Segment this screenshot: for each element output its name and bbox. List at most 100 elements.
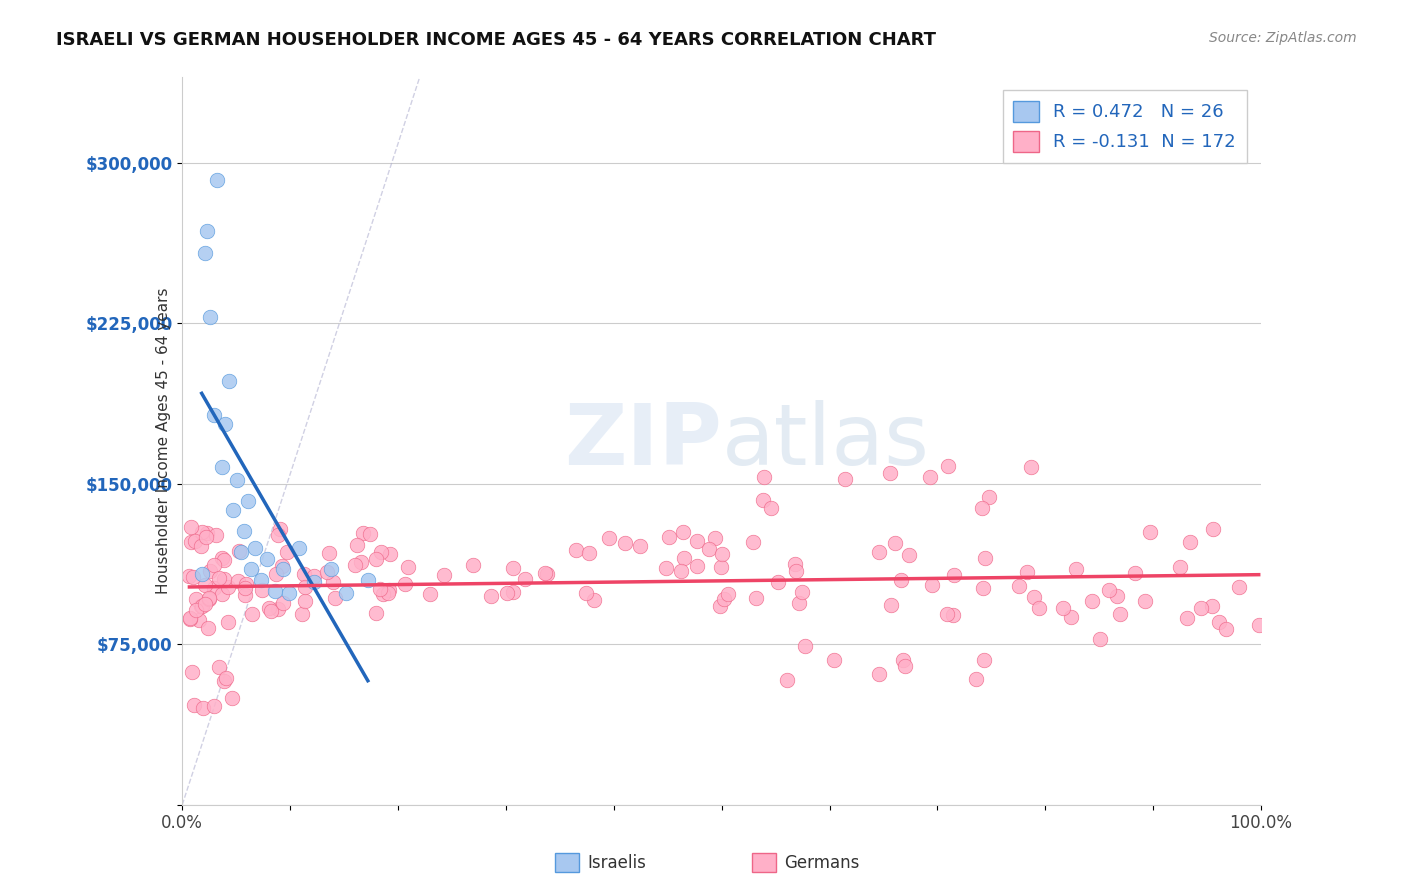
Point (717, 587, 740, 601)
Point (461, 558, 484, 572)
Point (935, 607, 957, 621)
Point (202, 558, 225, 573)
Point (271, 596, 294, 610)
Point (396, 559, 419, 574)
Point (350, 555, 373, 569)
Point (534, 566, 557, 580)
Point (212, 674, 235, 689)
Point (211, 550, 233, 565)
Point (711, 548, 734, 562)
Point (669, 564, 692, 578)
Point (335, 586, 357, 600)
Point (1064, 562, 1087, 576)
Point (243, 541, 266, 555)
Point (302, 575, 325, 590)
Point (278, 586, 301, 600)
Point (233, 588, 256, 602)
Point (1123, 566, 1146, 580)
Point (655, 560, 678, 574)
Point (250, 573, 273, 587)
Point (188, 613, 211, 627)
Point (194, 578, 217, 592)
Point (1215, 622, 1237, 636)
Point (217, 615, 239, 629)
Point (1139, 524, 1161, 539)
Point (942, 568, 965, 582)
Point (697, 542, 720, 557)
Point (205, 173, 228, 187)
Point (575, 585, 598, 599)
Point (766, 574, 789, 589)
Point (366, 607, 388, 621)
Point (179, 611, 201, 625)
Point (288, 541, 311, 555)
Point (1015, 565, 1038, 579)
Point (215, 671, 238, 685)
Point (377, 586, 399, 600)
Point (180, 534, 202, 549)
Point (433, 568, 456, 582)
Point (1081, 594, 1104, 608)
Point (754, 470, 776, 484)
Point (202, 698, 225, 713)
Point (710, 559, 733, 574)
Point (879, 598, 901, 612)
Point (973, 550, 995, 565)
Point (181, 570, 204, 584)
Point (884, 536, 907, 550)
Point (200, 310, 222, 324)
Point (965, 672, 987, 686)
Point (1052, 601, 1074, 615)
Point (236, 494, 259, 508)
Text: ISRAELI VS GERMAN HOUSEHOLDER INCOME AGES 45 - 64 YEARS CORRELATION CHART: ISRAELI VS GERMAN HOUSEHOLDER INCOME AGE… (56, 31, 936, 49)
Point (370, 545, 392, 559)
Point (378, 547, 401, 561)
Point (212, 573, 235, 587)
Point (1090, 632, 1112, 646)
Point (190, 599, 212, 614)
Point (364, 551, 387, 566)
Point (221, 690, 243, 705)
Point (759, 500, 782, 515)
Point (226, 574, 249, 589)
Point (202, 409, 225, 423)
Point (1227, 580, 1250, 594)
Point (276, 545, 298, 559)
Point (217, 580, 239, 594)
Point (1022, 591, 1045, 605)
Point (344, 558, 367, 572)
Point (198, 564, 221, 578)
Point (868, 667, 890, 681)
Point (868, 545, 890, 559)
Point (794, 639, 817, 653)
Point (212, 553, 235, 567)
Point (973, 653, 995, 667)
Point (294, 593, 316, 607)
Point (1097, 582, 1119, 597)
Point (658, 530, 681, 544)
Point (775, 673, 797, 687)
Point (271, 562, 294, 576)
Point (191, 599, 214, 613)
Point (318, 546, 340, 560)
Point (205, 528, 228, 542)
Point (184, 603, 207, 617)
Point (713, 591, 735, 606)
Point (267, 527, 290, 541)
Text: Germans: Germans (785, 854, 860, 871)
Point (686, 559, 709, 574)
Point (346, 538, 368, 552)
Point (972, 581, 994, 595)
Point (378, 582, 401, 597)
Point (578, 546, 600, 560)
Point (1189, 601, 1212, 615)
Point (1028, 601, 1050, 615)
Point (240, 562, 263, 576)
Legend: R = 0.472   N = 26, R = -0.131  N = 172: R = 0.472 N = 26, R = -0.131 N = 172 (1002, 90, 1247, 162)
Point (180, 520, 202, 534)
Point (302, 568, 325, 582)
Point (242, 607, 264, 621)
Point (186, 591, 208, 606)
Point (783, 557, 806, 571)
Point (785, 564, 807, 578)
